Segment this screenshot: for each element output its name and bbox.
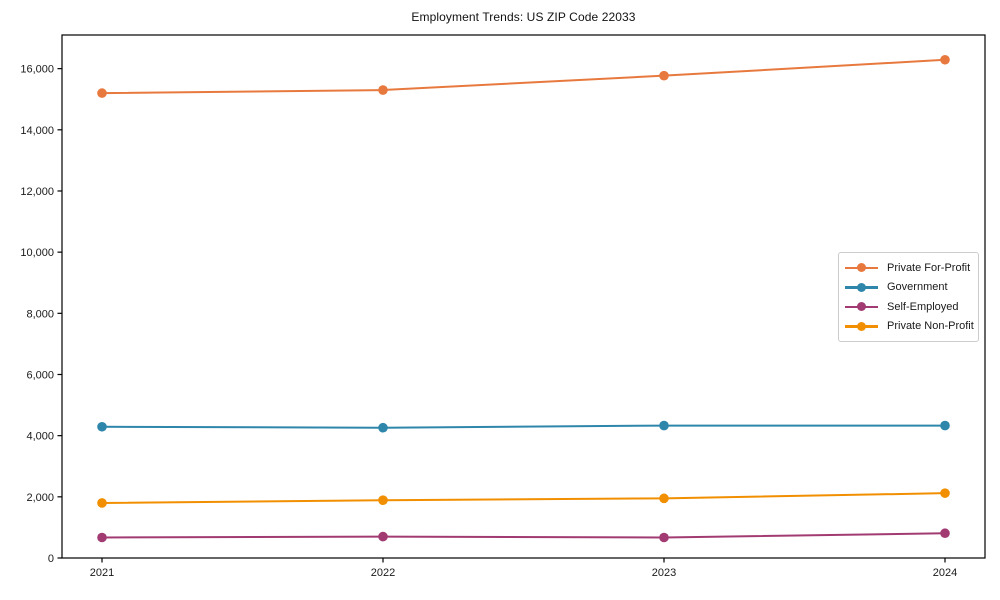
legend-item-private-non-profit: Private Non-Profit [845, 317, 974, 337]
y-tick-label: 16,000 [20, 64, 54, 76]
y-tick-label: 14,000 [20, 125, 54, 137]
data-point-marker [97, 532, 107, 543]
legend-item-self-employed: Self-Employed [845, 297, 972, 317]
legend-label: Private For-Profit [887, 261, 971, 274]
x-tick-label: 2022 [371, 567, 395, 579]
y-tick-label: 2,000 [26, 492, 54, 504]
line-marker-swatch-icon [845, 282, 878, 292]
data-point-marker [659, 532, 669, 543]
x-tick-label: 2021 [90, 567, 114, 579]
legend-item-government: Government [845, 278, 972, 298]
data-point-marker [97, 421, 107, 432]
data-point-marker [659, 70, 669, 81]
chart-title: Employment Trends: US ZIP Code 22033 [411, 10, 636, 24]
series-private-non-profit [97, 488, 950, 508]
x-tick-label: 2023 [652, 567, 676, 579]
y-tick-label: 0 [48, 553, 54, 565]
plot-border [61, 34, 986, 559]
y-tick-label: 4,000 [26, 431, 54, 443]
data-point-marker [940, 54, 950, 65]
y-tick-label: 8,000 [26, 308, 54, 320]
data-point-marker [940, 420, 950, 431]
line-marker-swatch-icon [845, 321, 878, 331]
legend-item-private-for-profit: Private For-Profit [845, 258, 972, 278]
data-point-marker [378, 531, 388, 542]
data-point-marker [940, 488, 950, 498]
series-government [97, 420, 950, 433]
line-marker-swatch-icon [845, 263, 878, 273]
line-marker-swatch-icon [845, 302, 878, 312]
data-point-marker [378, 422, 388, 433]
y-tick-label: 12,000 [20, 186, 54, 198]
series-private-for-profit [97, 54, 950, 98]
data-point-marker [97, 88, 107, 98]
series-self-employed [97, 528, 950, 543]
legend-label: Government [887, 281, 948, 294]
y-tick-label: 6,000 [26, 369, 54, 381]
y-tick-label: 10,000 [20, 247, 54, 259]
data-point-marker [659, 420, 669, 431]
legend-label: Self-Employed [887, 300, 959, 313]
chart-legend: Private For-Profit Government Self-Emplo… [838, 252, 979, 342]
data-point-marker [378, 495, 388, 505]
data-point-marker [940, 528, 950, 539]
y-axis: 0 2,000 4,000 6,000 8,000 10,000 12,000 14,000 1… [20, 64, 62, 565]
data-point-marker [659, 493, 669, 504]
data-point-marker [378, 85, 388, 95]
legend-label: Private Non-Profit [887, 320, 974, 333]
data-point-marker [97, 498, 107, 508]
x-axis: 2021 2022 2023 2024 [90, 558, 957, 579]
x-tick-label: 2024 [933, 567, 957, 579]
